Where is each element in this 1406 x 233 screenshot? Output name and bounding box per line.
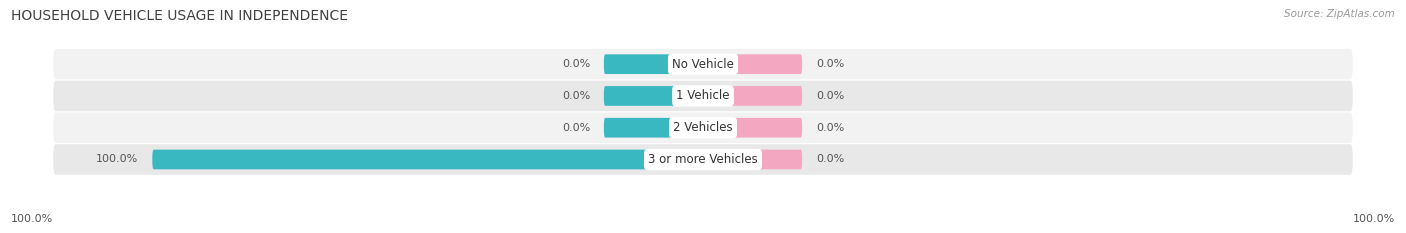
FancyBboxPatch shape bbox=[703, 118, 801, 137]
FancyBboxPatch shape bbox=[605, 86, 703, 106]
Text: 0.0%: 0.0% bbox=[562, 59, 591, 69]
Text: 100.0%: 100.0% bbox=[11, 214, 53, 224]
FancyBboxPatch shape bbox=[605, 54, 703, 74]
Text: 0.0%: 0.0% bbox=[562, 91, 591, 101]
Text: 2 Vehicles: 2 Vehicles bbox=[673, 121, 733, 134]
FancyBboxPatch shape bbox=[703, 86, 801, 106]
Text: 100.0%: 100.0% bbox=[1353, 214, 1395, 224]
Text: 3 or more Vehicles: 3 or more Vehicles bbox=[648, 153, 758, 166]
FancyBboxPatch shape bbox=[53, 49, 1353, 79]
FancyBboxPatch shape bbox=[703, 54, 801, 74]
Text: 1 Vehicle: 1 Vehicle bbox=[676, 89, 730, 103]
FancyBboxPatch shape bbox=[703, 150, 801, 169]
Text: 0.0%: 0.0% bbox=[815, 91, 844, 101]
Text: 0.0%: 0.0% bbox=[815, 123, 844, 133]
Text: 0.0%: 0.0% bbox=[562, 123, 591, 133]
FancyBboxPatch shape bbox=[152, 150, 703, 169]
FancyBboxPatch shape bbox=[605, 118, 703, 137]
Text: No Vehicle: No Vehicle bbox=[672, 58, 734, 71]
Text: Source: ZipAtlas.com: Source: ZipAtlas.com bbox=[1284, 9, 1395, 19]
Text: 0.0%: 0.0% bbox=[815, 154, 844, 164]
Text: 0.0%: 0.0% bbox=[815, 59, 844, 69]
FancyBboxPatch shape bbox=[53, 81, 1353, 111]
Text: 100.0%: 100.0% bbox=[96, 154, 139, 164]
Text: HOUSEHOLD VEHICLE USAGE IN INDEPENDENCE: HOUSEHOLD VEHICLE USAGE IN INDEPENDENCE bbox=[11, 9, 349, 23]
FancyBboxPatch shape bbox=[53, 144, 1353, 175]
FancyBboxPatch shape bbox=[53, 113, 1353, 143]
